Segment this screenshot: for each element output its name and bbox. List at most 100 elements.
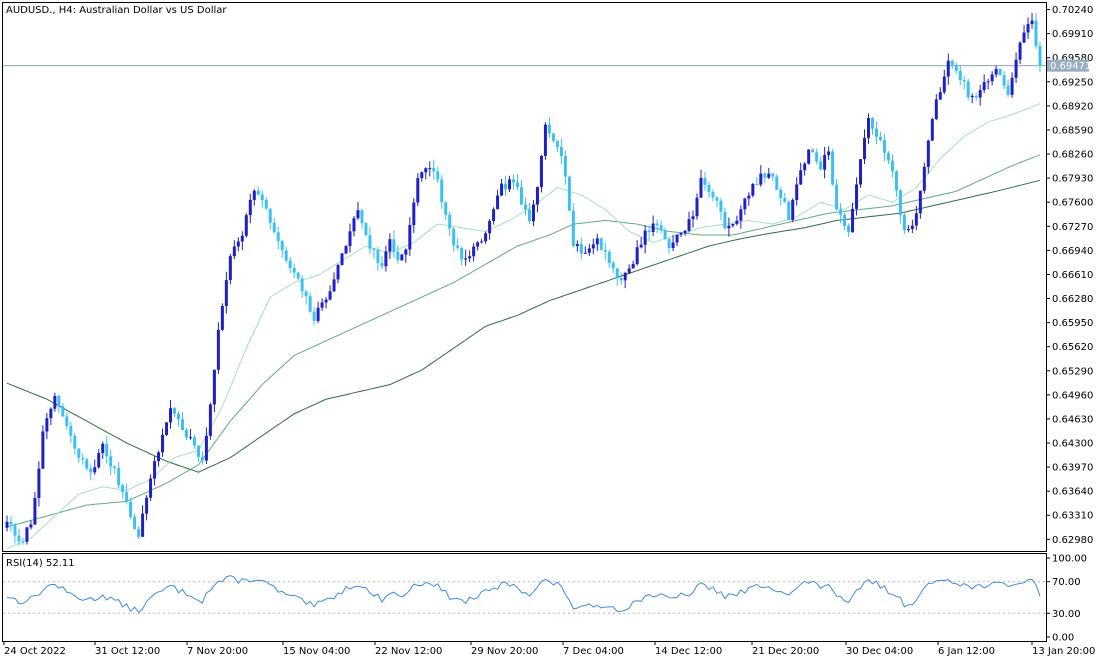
candle-body	[149, 478, 153, 498]
y-tick-label: 0.68590	[1052, 125, 1093, 136]
candle	[827, 146, 831, 161]
candle	[188, 428, 192, 440]
x-tick-label: 29 Nov 20:00	[471, 646, 538, 657]
candle	[448, 211, 452, 237]
candle-body	[711, 191, 715, 198]
candle-body	[803, 163, 807, 171]
candle	[288, 256, 292, 274]
candle-body	[647, 230, 651, 233]
candle-body	[855, 184, 859, 209]
candle-body	[1010, 77, 1014, 95]
candle	[910, 219, 914, 233]
candle	[962, 76, 966, 90]
candle	[551, 133, 555, 143]
candle	[1022, 24, 1026, 43]
candle-body	[787, 201, 791, 220]
candle-body	[583, 252, 587, 254]
candle	[125, 483, 129, 504]
candle	[615, 267, 619, 286]
candle-body	[348, 231, 352, 247]
candle-body	[966, 81, 970, 98]
candle-body	[444, 202, 448, 215]
candle-body	[432, 168, 436, 172]
candle-body	[260, 194, 264, 201]
candle	[611, 260, 615, 274]
axes-group: 0.70240 0.69910 0.69580 0.69250 0.68920 0.685…	[3, 5, 1095, 657]
y-tick-label: 0.69580	[1052, 53, 1093, 64]
candle-body	[49, 408, 53, 419]
candle-body	[651, 223, 655, 233]
candle-body	[882, 139, 886, 153]
x-tick-label: 6 Jan 12:00	[938, 646, 995, 657]
candle	[57, 394, 61, 414]
candle-body	[699, 178, 703, 198]
candle	[308, 292, 312, 313]
candle-body	[188, 437, 192, 439]
candle-body	[619, 277, 623, 281]
candle	[859, 158, 863, 188]
candle	[926, 139, 930, 174]
candle-body	[276, 232, 280, 242]
candle-body	[587, 248, 591, 253]
candle-body	[1034, 20, 1038, 47]
candle-body	[779, 189, 783, 199]
candle	[37, 461, 41, 507]
candle	[268, 208, 272, 230]
candle-body	[1002, 75, 1006, 86]
candle-body	[456, 245, 460, 248]
candle-body	[847, 225, 851, 233]
candle	[882, 133, 886, 162]
candle-body	[639, 244, 643, 248]
candle	[228, 253, 232, 285]
candle-body	[827, 151, 831, 156]
candle-body	[33, 497, 37, 525]
candle	[727, 217, 731, 237]
candle-body	[954, 64, 958, 71]
candle	[703, 171, 707, 191]
candle	[755, 177, 759, 185]
candle	[623, 271, 627, 289]
candle-body	[898, 190, 902, 215]
candle	[695, 193, 699, 220]
candle-body	[910, 225, 914, 229]
candle	[807, 149, 811, 165]
candle-body	[356, 210, 360, 219]
candle	[276, 226, 280, 250]
candle-body	[958, 70, 962, 81]
candle	[559, 138, 563, 165]
candle	[531, 200, 535, 227]
candle-body	[312, 311, 316, 321]
y-tick-label: 0.66940	[1052, 246, 1093, 257]
candle	[619, 272, 623, 285]
candles-group[interactable]	[5, 12, 1042, 546]
candle	[81, 453, 85, 465]
candle-body	[890, 160, 894, 172]
candle	[180, 411, 184, 431]
candle	[663, 228, 667, 240]
candle	[579, 237, 583, 260]
candle-body	[516, 182, 520, 188]
candle	[535, 186, 539, 213]
candle	[284, 246, 288, 263]
candle	[300, 275, 304, 298]
candle-body	[45, 418, 49, 432]
candle-body	[930, 119, 934, 141]
rsi-y-tick-label: 100.00	[1052, 554, 1087, 565]
candle-body	[1022, 32, 1026, 43]
candle	[906, 224, 910, 233]
candle-body	[436, 171, 440, 180]
candle	[731, 223, 735, 228]
candle-body	[691, 216, 695, 220]
candle-body	[739, 209, 743, 221]
candle	[416, 173, 420, 207]
candle-body	[743, 198, 747, 210]
candle-body	[655, 223, 659, 226]
candle	[930, 117, 934, 142]
candle	[918, 190, 922, 219]
candle	[428, 161, 432, 177]
candle	[41, 425, 45, 469]
candle-body	[970, 95, 974, 98]
candle-body	[408, 225, 412, 250]
